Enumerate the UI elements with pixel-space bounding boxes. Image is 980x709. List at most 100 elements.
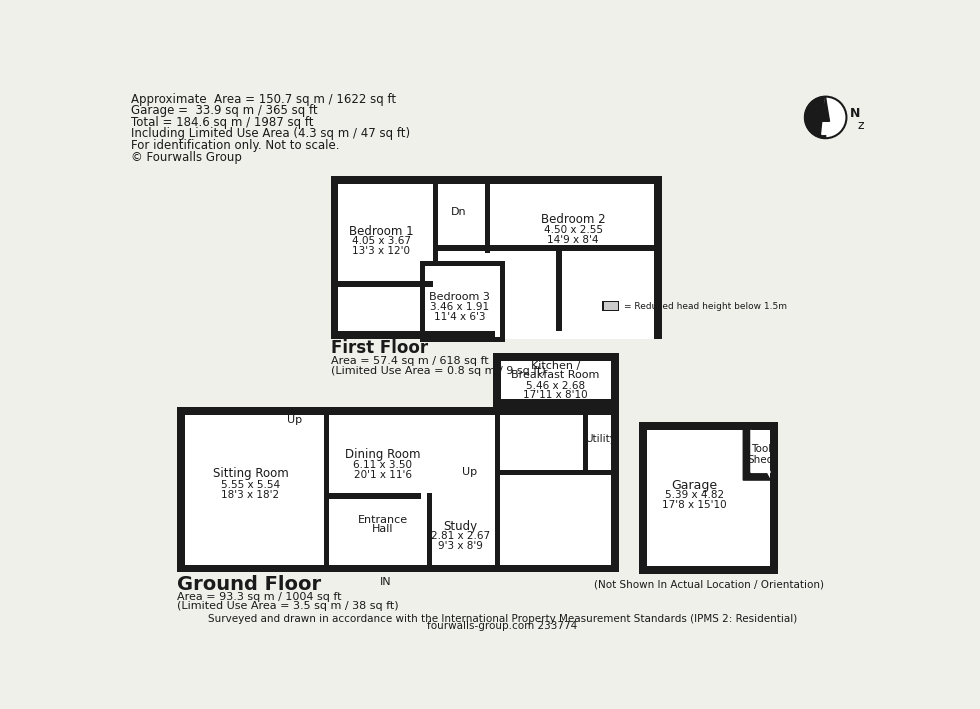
Bar [770,423,778,480]
Text: 4.50 x 2.55: 4.50 x 2.55 [544,225,603,235]
Text: Approximate  Area = 150.7 sq m / 1622 sq ft: Approximate Area = 150.7 sq m / 1622 sq … [131,93,396,106]
Bar [177,407,618,572]
Bar [493,353,618,361]
Bar [639,423,778,574]
Text: Bedroom 3: Bedroom 3 [429,292,490,302]
Text: Dn: Dn [451,207,466,217]
Text: 5.39 x 4.82: 5.39 x 4.82 [665,491,724,501]
Bar [427,493,432,565]
Bar [495,415,500,572]
Text: Study: Study [444,520,477,532]
Bar [611,353,618,407]
Bar [500,261,506,337]
Bar [177,407,185,572]
Bar [639,423,778,430]
Bar [323,415,329,565]
Text: 4.05 x 3.67: 4.05 x 3.67 [352,236,411,247]
Bar [743,430,751,480]
Text: z: z [858,118,864,132]
Bar [419,337,506,342]
Bar [603,301,604,311]
Bar [419,261,506,266]
Text: Up: Up [287,415,302,425]
Polygon shape [743,430,770,480]
Bar [419,261,425,337]
Bar [330,176,338,339]
Text: Kitchen /: Kitchen / [531,361,580,371]
Text: Ground Floor: Ground Floor [177,574,321,593]
Text: N: N [851,107,860,120]
Text: Breakfast Room: Breakfast Room [512,370,600,380]
Text: (Not Shown In Actual Location / Orientation): (Not Shown In Actual Location / Orientat… [594,579,823,589]
Text: 5.55 x 5.54: 5.55 x 5.54 [220,480,280,490]
Text: 17'11 x 8'10: 17'11 x 8'10 [523,391,588,401]
Text: fourwalls-group.com 233774: fourwalls-group.com 233774 [427,621,577,632]
Text: 3.46 x 1.91: 3.46 x 1.91 [430,302,489,312]
Text: 20'1 x 11'6: 20'1 x 11'6 [354,469,412,480]
Bar [603,301,619,302]
Polygon shape [822,98,829,121]
Bar [583,415,588,470]
Text: Area = 93.3 sq m / 1004 sq ft: Area = 93.3 sq m / 1004 sq ft [177,592,342,602]
Bar [493,353,618,407]
Text: Including Limited Use Area (4.3 sq m / 47 sq ft): Including Limited Use Area (4.3 sq m / 4… [131,128,411,140]
Bar [433,245,490,250]
Bar [611,407,618,572]
Text: Utility: Utility [585,435,616,445]
Text: Bedroom 2: Bedroom 2 [541,213,606,226]
Text: (Limited Use Area = 0.8 sq m / 9 sq ft): (Limited Use Area = 0.8 sq m / 9 sq ft) [330,366,545,376]
Bar [500,470,611,476]
Text: 14'9 x 8'4: 14'9 x 8'4 [548,235,599,245]
Text: 13'3 x 12'0: 13'3 x 12'0 [353,247,411,257]
Bar [338,281,433,287]
Bar [557,250,562,332]
Text: First Floor: First Floor [330,340,427,357]
Bar [177,407,618,415]
Text: For identification only. Not to scale.: For identification only. Not to scale. [131,139,340,152]
Bar [493,399,618,407]
Bar [617,301,619,311]
Text: Garage: Garage [671,479,717,492]
Bar [330,176,662,339]
Text: Up: Up [463,467,477,476]
Text: (Limited Use Area = 3.5 sq m / 38 sq ft): (Limited Use Area = 3.5 sq m / 38 sq ft) [177,601,399,611]
Bar [603,310,619,311]
Bar [639,423,647,574]
Bar [493,353,501,407]
Text: Total = 184.6 sq m / 1987 sq ft: Total = 184.6 sq m / 1987 sq ft [131,116,314,129]
Bar [770,480,778,574]
Bar [330,332,495,339]
Text: 17'8 x 15'10: 17'8 x 15'10 [662,501,727,510]
Bar [743,423,778,430]
Bar [330,176,662,184]
Text: Garage =  33.9 sq m / 365 sq ft: Garage = 33.9 sq m / 365 sq ft [131,104,318,117]
Text: 2.81 x 2.67: 2.81 x 2.67 [431,531,490,541]
Bar [490,245,654,250]
Text: Hall: Hall [372,525,394,535]
Text: 6.11 x 3.50: 6.11 x 3.50 [354,459,413,469]
Polygon shape [822,98,829,135]
Text: Dining Room: Dining Room [345,448,420,461]
Circle shape [805,96,847,138]
Text: 5.46 x 2.68: 5.46 x 2.68 [526,381,585,391]
Text: Tool
Shed: Tool Shed [748,444,774,466]
Text: Surveyed and drawn in accordance with the International Property Measurement Sta: Surveyed and drawn in accordance with th… [208,614,797,624]
Polygon shape [805,96,826,138]
Text: Sitting Room: Sitting Room [213,467,288,481]
Text: Bedroom 1: Bedroom 1 [349,225,414,238]
Text: 18'3 x 18'2: 18'3 x 18'2 [221,490,279,500]
Text: 11'4 x 6'3: 11'4 x 6'3 [434,312,486,322]
Polygon shape [751,430,770,472]
Text: = Reduced head height below 1.5m: = Reduced head height below 1.5m [624,301,787,311]
Text: 9'3 x 8'9: 9'3 x 8'9 [438,541,483,552]
Bar [177,565,618,572]
Bar [603,301,619,311]
Bar [433,184,438,264]
Text: Area = 57.4 sq m / 618 sq ft: Area = 57.4 sq m / 618 sq ft [330,356,488,366]
Bar [484,184,490,253]
Bar [329,493,421,498]
Text: © Fourwalls Group: © Fourwalls Group [131,150,242,164]
Bar [654,176,662,339]
Bar [639,566,778,574]
Text: Entrance: Entrance [358,515,408,525]
